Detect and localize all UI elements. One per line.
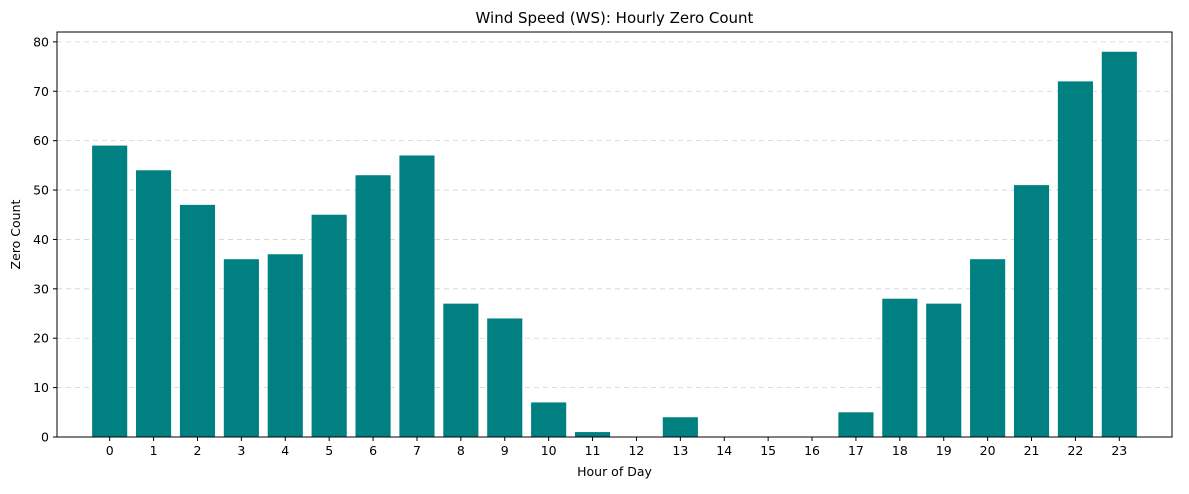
y-tick-label: 50: [33, 183, 49, 198]
bar-hour-18: [882, 298, 918, 437]
x-tick-label: 6: [369, 443, 377, 458]
y-axis-ticks: 0 10 20 30 40 50 60 70 80: [33, 34, 57, 445]
x-tick-label: 20: [980, 443, 996, 458]
bar-hour-11: [574, 432, 611, 437]
bar-hour-22: [1057, 81, 1093, 437]
bar-hour-19: [926, 303, 962, 437]
x-tick-label: 1: [150, 443, 158, 458]
y-tick-label: 60: [33, 133, 49, 148]
x-axis-ticks: 0 1 2 3 4 5 6 7 8 9 10 11 12 13 14 15 16 17 18 19 20 21 22 23: [106, 437, 1127, 458]
x-tick-label: 11: [585, 443, 601, 458]
bar-hour-10: [531, 402, 567, 437]
bar-hour-7: [399, 155, 435, 437]
x-tick-label: 13: [672, 443, 688, 458]
y-tick-label: 80: [33, 34, 49, 49]
x-tick-label: 16: [804, 443, 820, 458]
x-tick-label: 9: [501, 443, 509, 458]
y-tick-label: 70: [33, 84, 49, 99]
bar-hour-13: [662, 417, 698, 437]
y-tick-label: 40: [33, 232, 49, 247]
bar-hour-23: [1101, 51, 1137, 437]
y-tick-label: 20: [33, 331, 49, 346]
bar-hour-20: [970, 259, 1006, 437]
x-tick-label: 8: [457, 443, 465, 458]
x-tick-label: 7: [413, 443, 421, 458]
x-tick-label: 0: [106, 443, 114, 458]
x-tick-label: 12: [628, 443, 644, 458]
bar-hour-8: [443, 303, 479, 437]
x-tick-label: 21: [1024, 443, 1040, 458]
bar-hour-2: [179, 204, 216, 437]
x-tick-label: 14: [716, 443, 732, 458]
x-tick-label: 3: [237, 443, 245, 458]
x-tick-label: 5: [325, 443, 333, 458]
y-tick-label: 30: [33, 281, 49, 296]
x-tick-label: 23: [1111, 443, 1127, 458]
bar-hour-5: [311, 214, 347, 437]
y-axis-label: Zero Count: [8, 199, 23, 269]
bar-hour-17: [838, 412, 874, 437]
chart-title: Wind Speed (WS): Hourly Zero Count: [476, 9, 754, 27]
x-tick-label: 4: [281, 443, 289, 458]
x-tick-label: 2: [193, 443, 201, 458]
x-tick-label: 19: [936, 443, 952, 458]
x-tick-label: 17: [848, 443, 864, 458]
x-axis-label: Hour of Day: [577, 464, 652, 479]
x-tick-label: 18: [892, 443, 908, 458]
bar-hour-1: [136, 170, 172, 438]
x-tick-label: 22: [1067, 443, 1083, 458]
bar-hour-0: [92, 145, 128, 437]
x-tick-label: 15: [760, 443, 776, 458]
bar-hour-9: [487, 318, 523, 437]
bars: [92, 51, 1137, 438]
bar-hour-4: [267, 254, 303, 437]
y-tick-label: 0: [41, 430, 49, 445]
x-tick-label: 10: [541, 443, 557, 458]
bar-hour-3: [223, 259, 259, 437]
bar-hour-21: [1013, 185, 1050, 437]
plot-frame: [56, 31, 1173, 438]
y-tick-label: 10: [33, 380, 49, 395]
bar-hour-6: [355, 175, 391, 438]
